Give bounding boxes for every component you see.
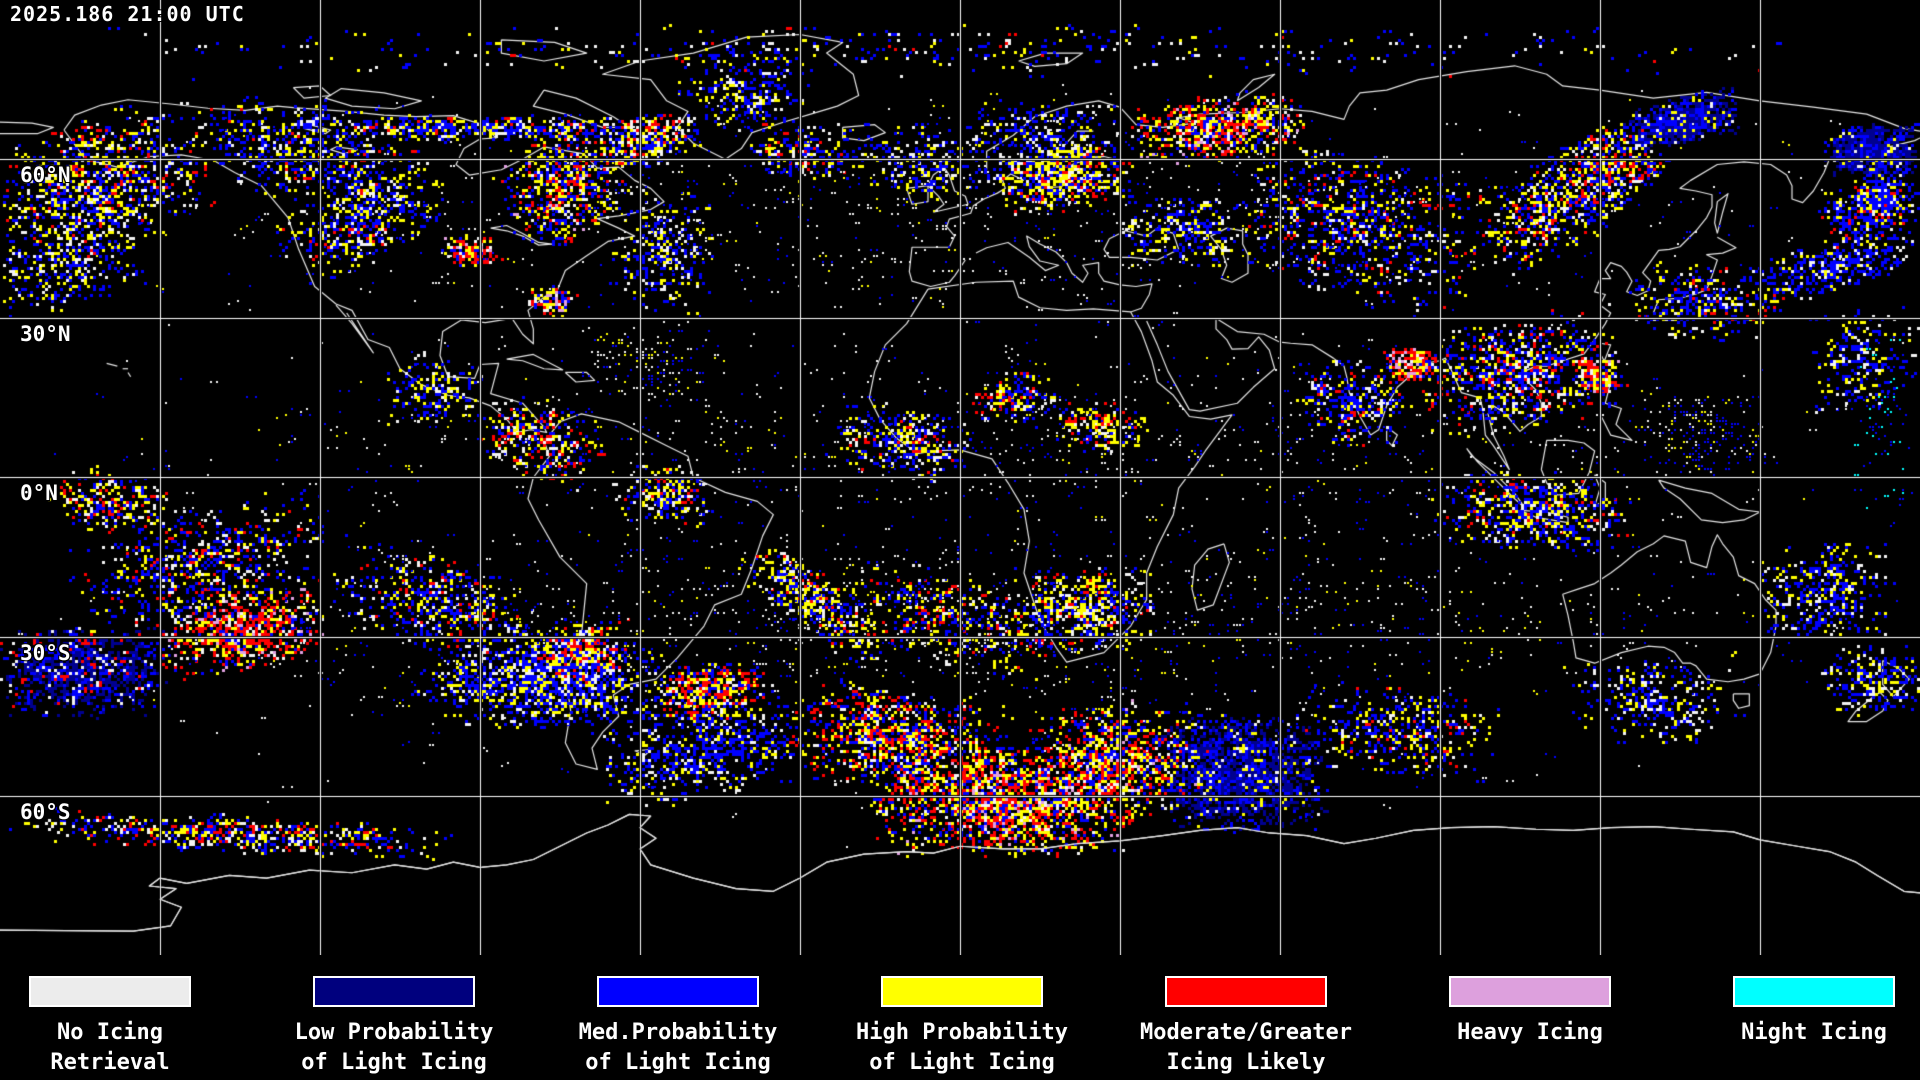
legend-item: Low Probability of Light Icing — [244, 976, 544, 1078]
legend-item: Heavy Icing — [1380, 976, 1680, 1048]
lat-label: 0°N — [20, 481, 58, 505]
legend-label: Moderate/Greater Icing Likely — [1140, 1020, 1352, 1075]
legend-label: Med.Probability of Light Icing — [578, 1020, 778, 1075]
lat-label: 60°S — [20, 800, 71, 824]
legend-label: No Icing Retrieval — [50, 1020, 170, 1075]
lat-label: 30°S — [20, 641, 71, 665]
legend-swatch — [881, 976, 1043, 1007]
legend-item: Moderate/Greater Icing Likely — [1096, 976, 1396, 1078]
legend-label: Night Icing — [1741, 1020, 1887, 1045]
legend-swatch — [1165, 976, 1327, 1007]
legend-item: High Probability of Light Icing — [812, 976, 1112, 1078]
lat-label: 60°N — [20, 163, 71, 187]
legend-swatch — [597, 976, 759, 1007]
legend-swatch — [1449, 976, 1611, 1007]
legend-item: Med.Probability of Light Icing — [528, 976, 828, 1078]
lat-label: 30°N — [20, 322, 71, 346]
legend-swatch — [1733, 976, 1895, 1007]
icing-map-canvas — [0, 0, 1920, 955]
legend-swatch — [29, 976, 191, 1007]
legend-label: High Probability of Light Icing — [856, 1020, 1068, 1075]
legend-item: Night Icing — [1664, 976, 1920, 1048]
legend-item: No Icing Retrieval — [0, 976, 260, 1078]
legend-label: Heavy Icing — [1457, 1020, 1603, 1045]
timestamp-label: 2025.186 21:00 UTC — [10, 2, 245, 26]
legend-label: Low Probability of Light Icing — [294, 1020, 494, 1075]
legend-bar: No Icing Retrieval Low Probability of Lig… — [0, 955, 1920, 1080]
legend-swatch — [313, 976, 475, 1007]
